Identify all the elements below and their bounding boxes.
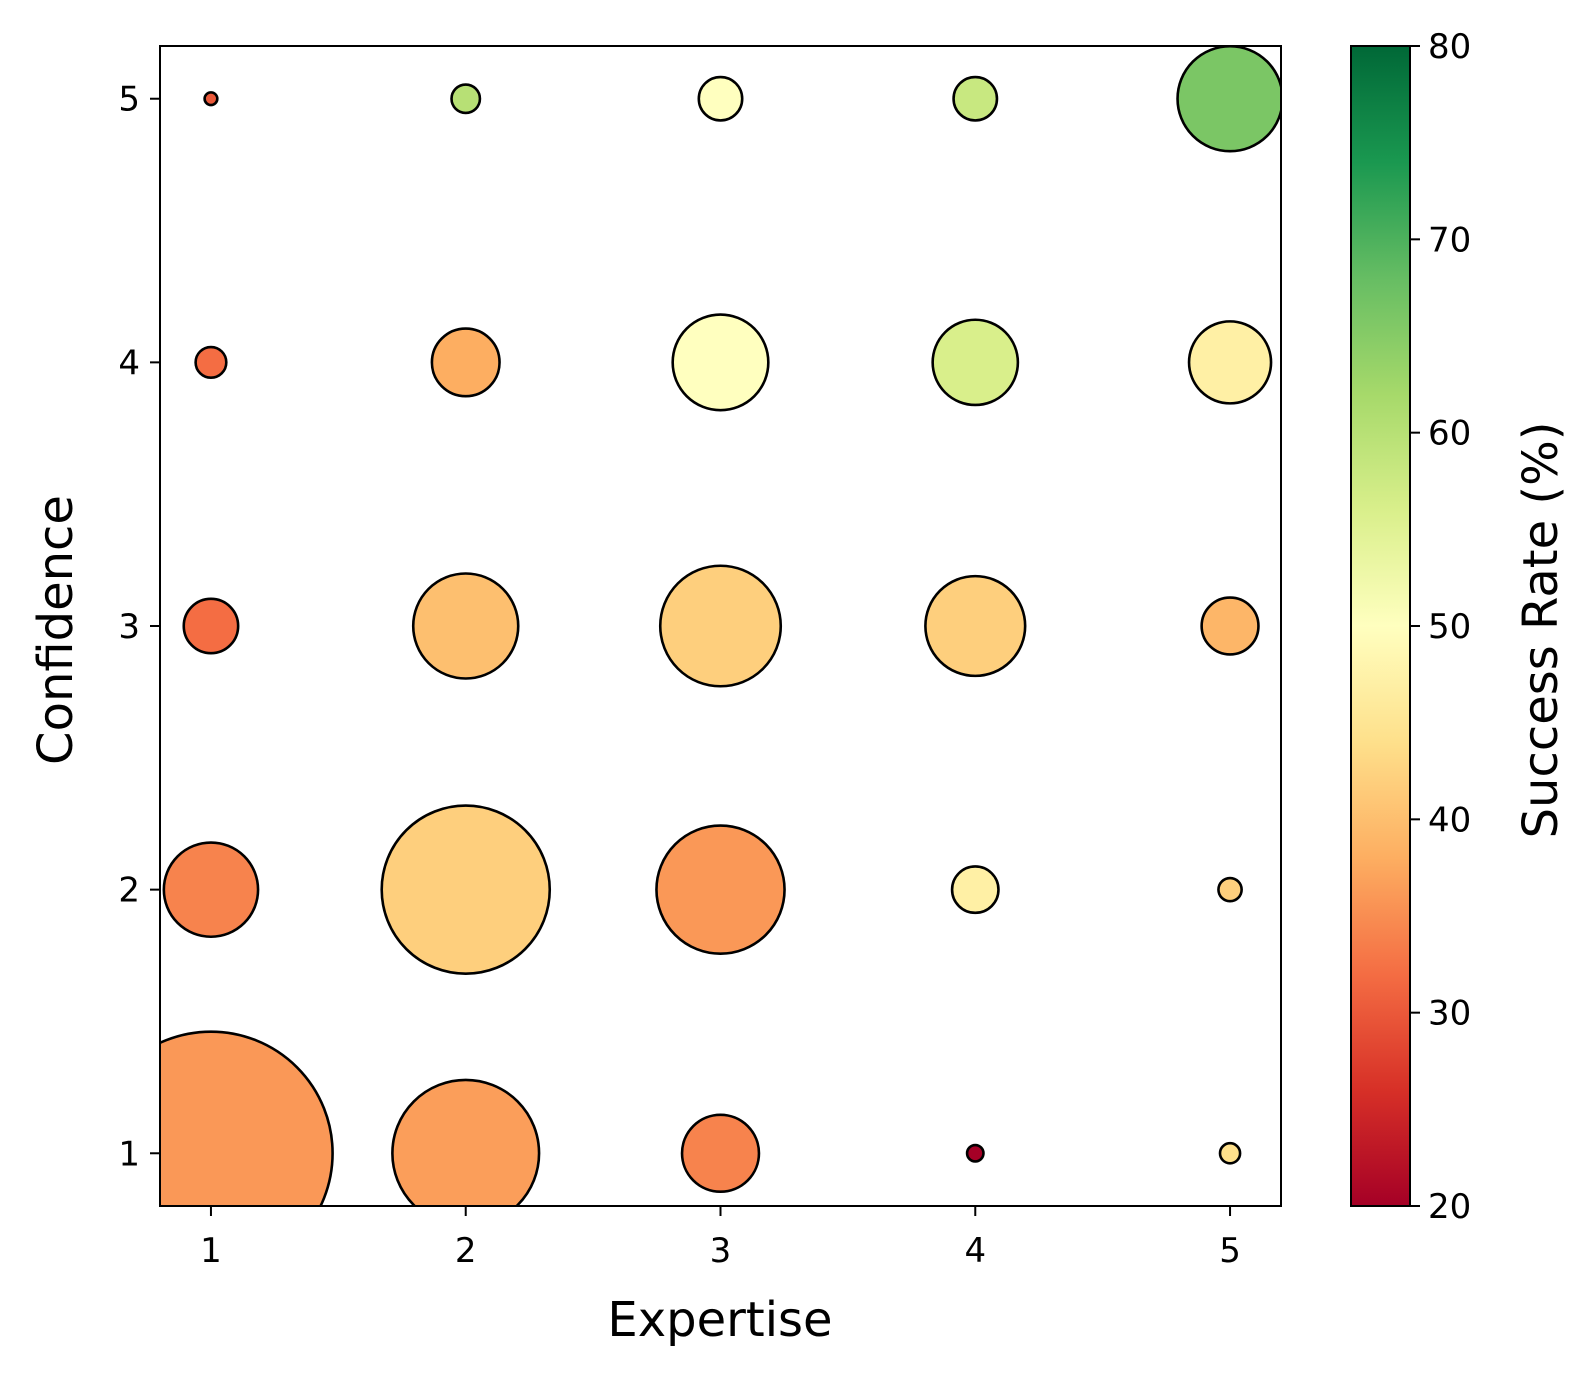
colorbar-tick-label: 50 [1428,607,1471,647]
bubble-point [655,824,786,955]
colorbar-axis: 20 30 40 50 60 70 80 [1410,27,1471,1227]
bubble-point [1176,46,1281,153]
y-tick-label: 5 [118,80,140,120]
colorbar-label: Success Rate (%) [1513,422,1569,839]
bubble-point [203,91,219,107]
bubble-point [194,345,228,380]
bubble-point [380,804,552,975]
bubble-point [450,83,482,115]
x-tick-label: 2 [455,1231,477,1271]
bubble-point [697,75,744,122]
colorbar-tick-label: 30 [1428,994,1471,1034]
bubble-layer [160,46,1281,1206]
bubble-point [931,318,1020,407]
bubble-point [924,574,1027,678]
bubble-point [680,1113,761,1194]
bubble-point [965,1143,985,1163]
x-tick-label: 5 [1219,1231,1241,1271]
colorbar-tick-label: 60 [1428,414,1471,454]
x-tick-label: 4 [964,1231,986,1271]
x-tick-label: 3 [710,1231,732,1271]
bubble-point [182,597,240,655]
bubble-point [160,1030,334,1206]
x-axis: 1 2 3 4 5 [200,1206,1241,1271]
y-tick-label: 1 [118,1134,140,1174]
bubble-point [658,564,783,688]
x-tick-label: 1 [200,1231,222,1271]
bubble-point [1187,320,1273,405]
bubble-point [671,313,770,412]
colorbar-tick-label: 70 [1428,220,1471,260]
y-tick-label: 4 [118,343,140,383]
bubble-point [411,572,520,680]
bubble-point [950,865,1000,915]
y-tick-label: 3 [118,607,140,647]
bubble-point [1200,596,1260,656]
y-axis: 1 2 3 4 5 [118,80,160,1174]
y-tick-label: 2 [118,871,140,911]
colorbar [1350,45,1411,1207]
bubble-point [391,1078,541,1206]
bubble-point [952,75,999,122]
colorbar-tick-label: 20 [1428,1187,1471,1227]
bubble-point [162,841,260,939]
colorbar-tick-label: 80 [1428,27,1471,67]
bubble-point [1218,1141,1242,1165]
y-axis-label: Confidence [28,495,84,765]
bubble-point [430,327,501,398]
x-axis-label: Expertise [607,1292,832,1348]
colorbar-tick-label: 40 [1428,800,1471,840]
bubble-point [1217,876,1243,903]
